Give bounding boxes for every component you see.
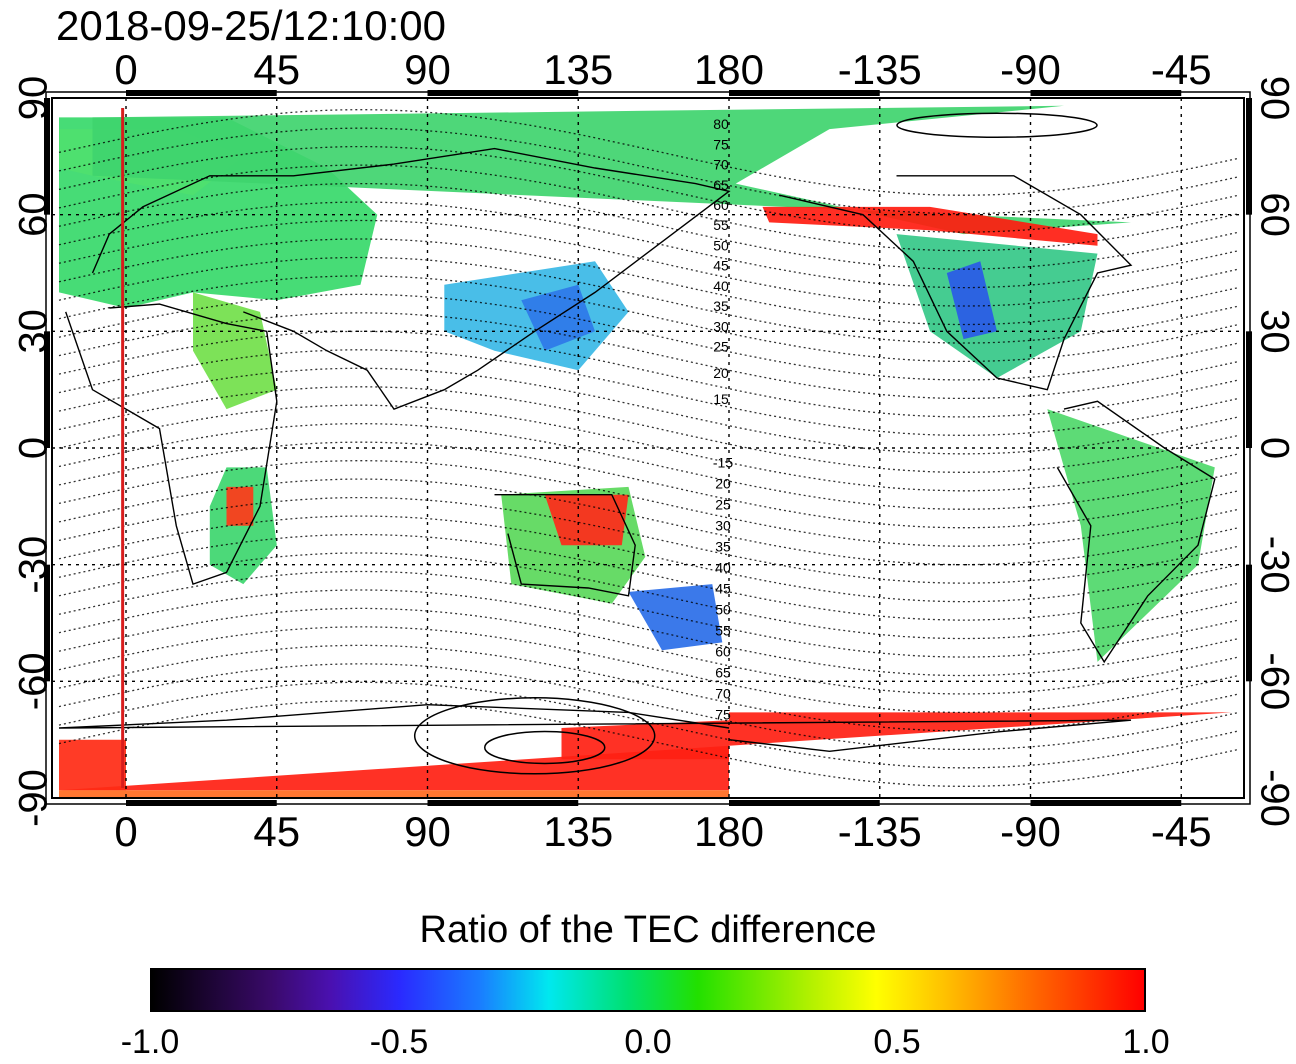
- coastline: [494, 494, 636, 597]
- contour-label: -15: [713, 454, 733, 470]
- contour-label: 25: [715, 496, 731, 512]
- left-latitude-label: 90: [12, 76, 56, 121]
- contour-label: 70: [713, 157, 729, 173]
- top-longitude-label: -135: [838, 46, 922, 93]
- map-frame: [44, 90, 1252, 806]
- contour-label: 25: [713, 339, 729, 355]
- contour-label: 70: [715, 685, 731, 701]
- colorbar-tick-label: 0.0: [624, 1023, 672, 1061]
- right-latitude-label: 60: [1252, 192, 1296, 237]
- bottom-longitude-label: -45: [1151, 808, 1212, 855]
- top-longitude-label: -90: [1000, 46, 1061, 93]
- top-longitude-label: 90: [404, 46, 451, 93]
- contour-label: 75: [713, 136, 729, 152]
- bottom-longitude-label: -135: [838, 808, 922, 855]
- bottom-longitude-label: -90: [1000, 808, 1061, 855]
- colorbar-title: Ratio of the TEC difference: [419, 909, 877, 951]
- colorbar-ticks: -1.0 -0.5 0.0 0.5 1.0: [0, 1014, 1296, 1064]
- coastline: [58, 703, 1132, 753]
- coastline-layer: [58, 147, 1216, 753]
- coastline: [91, 147, 731, 410]
- colorbar-tick-label: 0.5: [873, 1023, 921, 1061]
- timestamp-title: 2018-09-25/12:10:00: [56, 2, 446, 49]
- right-latitude-label: -90: [1252, 769, 1296, 827]
- contour-label: 60: [713, 197, 729, 213]
- bottom-longitude-label: 0: [114, 808, 137, 855]
- contour-label: 15: [713, 391, 729, 407]
- contour-label: 75: [715, 706, 731, 722]
- left-latitude-label: -30: [12, 536, 56, 594]
- right-latitude-label: 90: [1252, 76, 1296, 121]
- right-latitude-label: 30: [1252, 309, 1296, 354]
- contour-label: 65: [713, 177, 729, 193]
- right-latitude-label: -60: [1252, 652, 1296, 710]
- magnetic-latitude-contours: [58, 109, 1239, 787]
- contour-label: 40: [713, 278, 729, 294]
- left-latitude-label: -60: [12, 652, 56, 710]
- bottom-longitude-label: 90: [404, 808, 451, 855]
- contour-label: 35: [715, 538, 731, 554]
- contour-label: 55: [713, 217, 729, 233]
- left-latitude-label: 0: [12, 437, 56, 459]
- contour-label: 60: [715, 643, 731, 659]
- top-longitude-label: 180: [694, 46, 764, 93]
- left-latitude-label: 30: [12, 309, 56, 354]
- contour-label: 80: [713, 116, 729, 132]
- coastline: [65, 303, 278, 586]
- contour-label: 45: [713, 258, 729, 274]
- contour-label: 40: [715, 559, 731, 575]
- right-latitude-label: 0: [1252, 437, 1296, 459]
- colorbar-tick-label: -1.0: [120, 1023, 180, 1061]
- top-longitude-label: 0: [114, 46, 137, 93]
- left-latitude-label: -90: [12, 769, 56, 827]
- contour-label: 35: [713, 298, 729, 314]
- top-longitude-label: 135: [543, 46, 613, 93]
- colorbar-tick-label: 1.0: [1122, 1023, 1170, 1061]
- coastline: [1056, 400, 1216, 664]
- colorbar-tick-label: -0.5: [369, 1023, 429, 1061]
- contour-label: 20: [713, 365, 729, 381]
- top-longitude-label: 45: [253, 46, 300, 93]
- contour-label: 30: [713, 318, 729, 334]
- bottom-longitude-label: 135: [543, 808, 613, 855]
- contour-label: 55: [715, 622, 731, 638]
- tec-map: 80 75 70 65 60 55 50 45 40 35 30 25 20 15 -15 20 25 30 35 4…: [12, 46, 1296, 855]
- top-longitude-label: -45: [1151, 46, 1212, 93]
- contour-label: 45: [715, 580, 731, 596]
- contour-label: 20: [715, 475, 731, 491]
- axis-labels: 80 75 70 65 60 55 50 45 40 35 30 25 20 15 -15 20 25 30 35 4…: [12, 46, 1296, 855]
- left-latitude-label: 60: [12, 192, 56, 237]
- right-latitude-label: -30: [1252, 536, 1296, 594]
- bottom-longitude-label: 180: [694, 808, 764, 855]
- contour-label: 30: [715, 517, 731, 533]
- bottom-longitude-label: 45: [253, 808, 300, 855]
- coastline: [779, 175, 1133, 391]
- contour-label: 50: [713, 237, 729, 253]
- contour-label: 65: [715, 664, 731, 680]
- colorbar: [150, 968, 1146, 1012]
- contour-label: 50: [715, 601, 731, 617]
